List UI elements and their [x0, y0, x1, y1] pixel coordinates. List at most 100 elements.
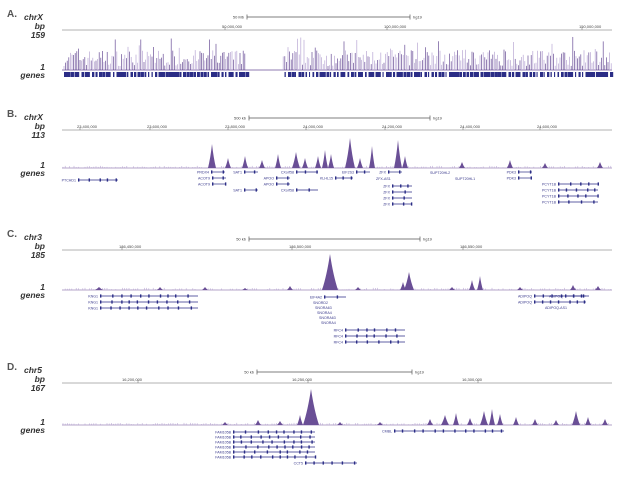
gene-block	[113, 72, 115, 77]
gene-exon	[580, 200, 583, 204]
gene-exon	[403, 196, 405, 200]
signal-peak	[242, 288, 248, 290]
chrom-label: chr5	[24, 365, 42, 375]
gene-block	[239, 72, 243, 77]
gene-exon	[316, 170, 318, 174]
gene-exon	[276, 176, 278, 180]
genes-label: genes	[19, 425, 45, 435]
gene-exon	[397, 340, 399, 344]
gene-block	[235, 72, 238, 77]
gene-exon	[518, 170, 520, 174]
gene-block	[179, 72, 182, 77]
gene-block	[519, 72, 521, 77]
gene-exon	[233, 445, 235, 449]
gene-exon	[583, 300, 586, 304]
gene-exon	[243, 450, 246, 454]
gene-block	[494, 72, 498, 77]
gene-block	[155, 72, 158, 77]
gene-block	[372, 72, 375, 77]
gene-block	[445, 72, 447, 77]
gene-block	[603, 72, 607, 77]
gene-exon	[244, 188, 246, 192]
coord-label: 150,000,000	[579, 24, 602, 29]
gene-exon	[366, 340, 369, 344]
gene-exon	[336, 295, 339, 299]
gene-exon	[283, 430, 285, 434]
gene-block	[78, 72, 80, 77]
gene-exon	[484, 429, 487, 433]
gene-block	[379, 72, 381, 77]
gene-block	[305, 72, 308, 77]
gene-block	[74, 72, 79, 77]
gene-exon	[413, 429, 416, 433]
gene-exon	[286, 455, 289, 459]
scale-label: 50 Mb	[233, 15, 245, 20]
gene-block	[333, 72, 336, 77]
gene-label: CCT5	[294, 461, 303, 465]
gene-block	[211, 72, 215, 77]
gene-block	[561, 72, 564, 77]
gene-block	[557, 72, 560, 77]
genes-label: genes	[19, 168, 45, 178]
gene-block	[88, 72, 90, 77]
signal-peak	[404, 272, 414, 290]
bp-label: bp	[35, 374, 45, 384]
gene-track: PTCHD1 PRDX4 ACOT9 ACOT9 SAT1 SAT1 APOO APOO CXo…	[62, 170, 599, 206]
gene-exon	[392, 202, 394, 206]
gene-block	[221, 72, 224, 77]
gene-exon	[363, 170, 366, 174]
signal-peak	[497, 414, 503, 425]
gene-exon	[128, 300, 130, 304]
gene-exon	[284, 445, 286, 449]
gene-label: PCYT1B	[542, 194, 557, 198]
gene-exon	[407, 184, 409, 188]
gene-block	[484, 72, 488, 77]
scale-label: 50 kb	[236, 237, 247, 242]
gene-block	[438, 72, 442, 77]
gene-exon	[296, 188, 298, 192]
gene-block	[403, 72, 407, 77]
gene-exon	[345, 328, 347, 332]
gene-exon	[257, 430, 260, 434]
gene-label: ADIPOQ-AS1	[545, 306, 567, 310]
gene-block	[186, 72, 190, 77]
gene-exon	[565, 294, 567, 298]
gene-block	[368, 72, 373, 77]
signal-peak	[242, 156, 248, 168]
gene-exon	[518, 176, 520, 180]
coord-label: 16,200,000	[122, 377, 143, 382]
gene-exon	[305, 455, 307, 459]
min-label: 1	[40, 62, 45, 72]
gene-exon	[254, 450, 256, 454]
gene-block	[361, 72, 363, 77]
gene-exon	[286, 450, 289, 454]
scale-label: 50 kb	[244, 370, 255, 375]
gene-block	[382, 72, 384, 77]
gene-exon	[167, 294, 169, 298]
gene-label: SNORA4	[317, 311, 332, 315]
panel-a: A. chrX bp 159 1 genes 50 Mb hg19 50,000…	[7, 9, 614, 80]
panel-d: D. chr5 bp 167 1 genes 50 kb hg19 16,200…	[7, 362, 612, 465]
gene-exon	[594, 188, 596, 192]
gene-block	[424, 72, 428, 77]
gene-exon	[260, 455, 262, 459]
gene-block	[606, 72, 609, 77]
gene-exon	[565, 188, 568, 192]
gene-block	[130, 72, 134, 77]
gene-block	[288, 72, 292, 77]
gene-label: ZFX	[383, 202, 390, 206]
gene-exon	[121, 294, 123, 298]
gene-exon	[534, 300, 536, 304]
gene-block	[204, 72, 207, 77]
gene-exon	[580, 294, 583, 298]
gene-block	[592, 72, 596, 77]
gene-block	[365, 72, 367, 77]
gene-exon	[313, 461, 315, 465]
gene-exon	[390, 340, 392, 344]
gene-block	[536, 72, 538, 77]
gene-exon	[233, 435, 235, 439]
gene-block	[120, 72, 124, 77]
gene-label: APOO	[264, 176, 275, 180]
gene-label: ADIPOQ	[518, 300, 532, 304]
gene-block	[508, 72, 512, 77]
